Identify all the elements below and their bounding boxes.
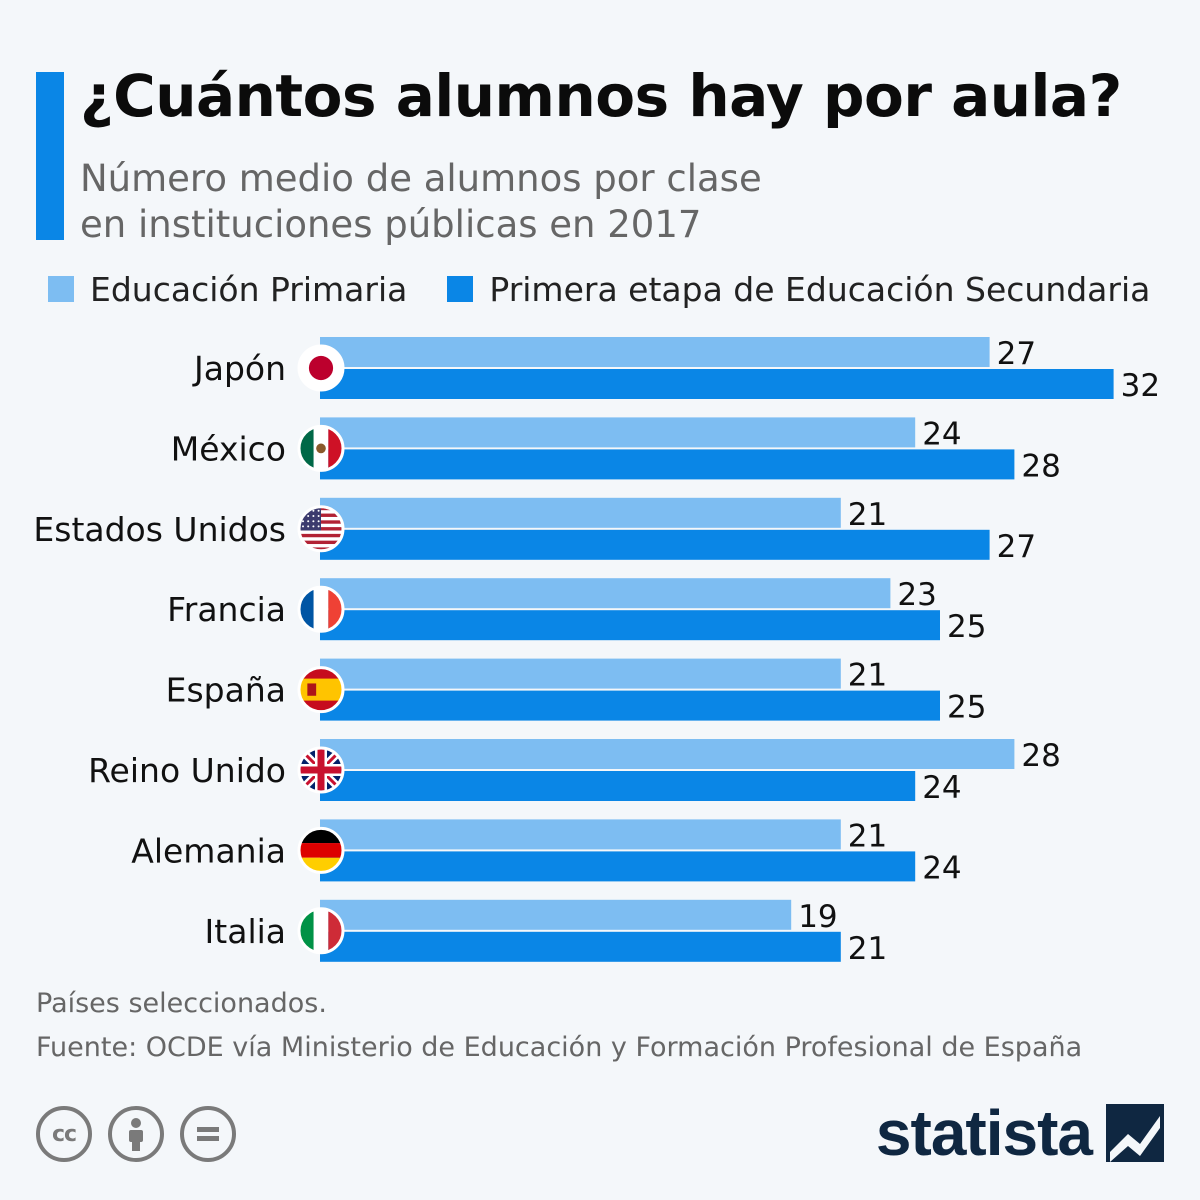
value-label-italia-primaria: 19 [798, 899, 837, 935]
usa-flag-icon [297, 505, 345, 553]
cc-icon-label: cc [51, 1121, 77, 1147]
bar-group-alemania: 21 24 Alemania [131, 818, 961, 886]
chart-title: ¿Cuántos alumnos hay por aula? [80, 62, 1122, 130]
italy-flag-icon [297, 907, 345, 955]
legend: Educación Primaria Primera etapa de Educ… [48, 266, 1190, 312]
mexico-flag-icon [297, 424, 345, 472]
cc-icon[interactable]: cc [36, 1106, 92, 1162]
no-derivatives-icon[interactable] [180, 1106, 236, 1162]
bar-espana-secundaria [320, 690, 940, 721]
value-label-alemania-secundaria: 24 [922, 850, 961, 886]
bar-alemania-secundaria [320, 851, 916, 882]
category-label-reino-unido: Reino Unido [88, 751, 286, 790]
bar-reino-unido-secundaria [320, 771, 916, 801]
germany-flag-icon [297, 826, 345, 874]
bar-group-reino-unido: 28 24 Reino Unido [88, 738, 1061, 806]
bar-japon-primaria [320, 337, 990, 367]
accent-bar [36, 72, 64, 240]
bar-group-espana: 21 25 España [166, 658, 987, 726]
category-label-estados-unidos: Estados Unidos [33, 510, 286, 549]
value-label-estados-unidos-primaria: 21 [848, 497, 887, 533]
value-label-francia-primaria: 23 [897, 577, 936, 613]
statista-logo-icon [1106, 1104, 1164, 1162]
bar-reino-unido-primaria [320, 739, 1015, 769]
license-icons: cc [36, 1106, 252, 1162]
spain-flag-icon [297, 666, 345, 714]
legend-swatch-secundaria [447, 276, 474, 302]
bar-estados-unidos-secundaria [320, 529, 990, 560]
chart-subtitle: Número medio de alumnos por clase en ins… [80, 156, 762, 248]
footnote: Países seleccionados. [36, 988, 327, 1019]
value-label-japon-primaria: 27 [997, 336, 1036, 372]
bar-estados-unidos-primaria [320, 497, 841, 528]
value-label-mexico-secundaria: 28 [1021, 448, 1060, 484]
value-label-francia-secundaria: 25 [947, 609, 986, 645]
legend-item-primaria: Educación Primaria [48, 270, 407, 309]
bar-group-japon: 27 32 Japón [192, 336, 1160, 404]
value-label-mexico-primaria: 24 [922, 416, 961, 452]
bar-group-estados-unidos: 21 27 Estados Unidos [33, 497, 1036, 565]
bar-italia-secundaria [320, 931, 841, 962]
logo-text: statista [875, 1097, 1093, 1169]
bar-group-mexico: 24 28 México [171, 416, 1061, 484]
bar-group-francia: 23 25 Francia [167, 577, 986, 645]
source-note: Fuente: OCDE vía Ministerio de Educación… [36, 1032, 1083, 1063]
person-icon [129, 1118, 143, 1151]
japan-flag-icon [297, 344, 345, 392]
value-label-espana-primaria: 21 [848, 658, 887, 694]
legend-label-primaria: Educación Primaria [90, 269, 408, 309]
bar-alemania-primaria [320, 819, 841, 850]
legend-swatch-primaria [48, 276, 74, 302]
uk-flag-icon [297, 746, 345, 794]
category-label-francia: Francia [167, 590, 286, 629]
value-label-reino-unido-primaria: 28 [1021, 738, 1060, 774]
value-label-espana-secundaria: 25 [947, 690, 986, 726]
attribution-icon[interactable] [108, 1106, 164, 1162]
legend-label-secundaria: Primera etapa de Educación Secundaria [489, 269, 1151, 309]
legend-item-secundaria: Primera etapa de Educación Secundaria [447, 270, 1150, 309]
bar-japon-secundaria [320, 369, 1114, 399]
bar-mexico-primaria [320, 417, 916, 448]
value-label-japon-secundaria: 32 [1121, 368, 1160, 404]
bar-francia-secundaria [320, 610, 940, 641]
value-label-alemania-primaria: 21 [848, 818, 887, 854]
category-label-japon: Japón [192, 349, 286, 388]
category-label-mexico: México [171, 429, 286, 468]
bar-italia-primaria [320, 899, 792, 930]
subtitle-line-2: en instituciones públicas en 2017 [80, 203, 702, 246]
value-label-italia-secundaria: 21 [848, 931, 887, 967]
category-label-alemania: Alemania [131, 831, 286, 870]
statista-logo[interactable]: statista [876, 1096, 1164, 1170]
category-label-italia: Italia [205, 912, 286, 951]
bar-group-italia: 19 21 Italia [205, 899, 888, 967]
value-label-reino-unido-secundaria: 24 [922, 770, 961, 806]
bar-francia-primaria [320, 578, 891, 609]
subtitle-line-1: Número medio de alumnos por clase [80, 157, 762, 200]
category-label-espana: España [166, 671, 286, 710]
bar-mexico-secundaria [320, 449, 1015, 480]
equals-icon [197, 1127, 219, 1141]
value-label-estados-unidos-secundaria: 27 [997, 529, 1036, 565]
bar-espana-primaria [320, 658, 841, 689]
france-flag-icon [297, 585, 345, 633]
